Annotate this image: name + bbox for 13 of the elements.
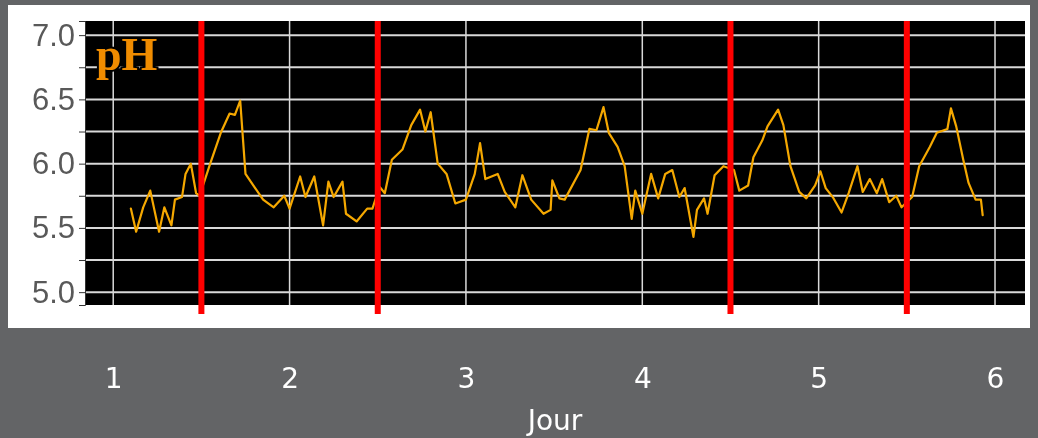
x-axis-title: Jour	[525, 404, 583, 437]
y-tick-label: 6.5	[31, 81, 75, 117]
y-tick-label: 5.0	[31, 274, 75, 310]
x-tick-label: 3	[457, 362, 476, 395]
y-tick-label: 7.0	[31, 17, 75, 53]
y-tick-label: 6.0	[31, 146, 75, 182]
x-tick-label: 5	[810, 362, 829, 395]
line-series	[129, 99, 984, 238]
x-tick-label: 1	[104, 362, 123, 395]
x-tick-label: 6	[986, 362, 1005, 395]
x-tick-label: 2	[281, 362, 299, 395]
x-tick-label: 4	[633, 362, 652, 395]
y-tick-label: 5.5	[31, 210, 75, 246]
